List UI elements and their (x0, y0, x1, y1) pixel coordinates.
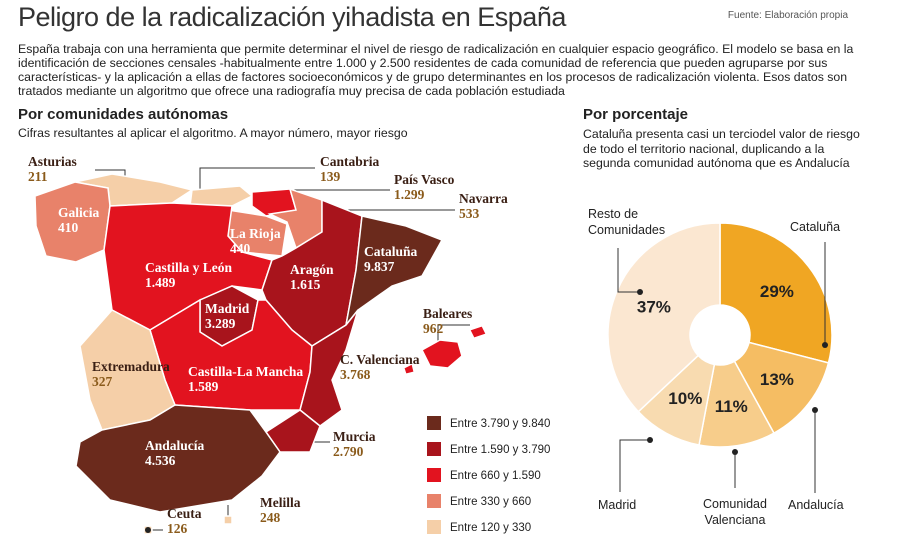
dot (822, 342, 828, 348)
island-shape (403, 363, 415, 375)
map-subtitle: Cifras resultantes al aplicar el algorit… (18, 126, 408, 140)
region-value: 248 (260, 510, 281, 525)
legend-label: Entre 660 y 1.590 (450, 470, 541, 482)
region-name: Extremadura (92, 359, 170, 374)
region-shape (299, 309, 359, 427)
dot (732, 449, 738, 455)
category-label: Andalucía (788, 498, 844, 512)
value-label: 29% (760, 282, 794, 301)
value-label: 37% (637, 297, 671, 316)
legend-label: Entre 3.790 y 9.840 (450, 418, 550, 430)
legend-label: Entre 120 y 330 (450, 522, 531, 534)
legend-swatch (427, 468, 441, 482)
legend-swatch (427, 416, 441, 430)
region-name: Aragón (290, 262, 334, 277)
category-label: Madrid (598, 498, 637, 512)
region-name: Cantabria (320, 154, 380, 169)
region-value: 1.589 (188, 379, 219, 394)
region-value: 211 (28, 169, 48, 184)
region-value: 2.790 (333, 444, 364, 459)
leader (617, 248, 640, 293)
category-label: Comunidad Valenciana (703, 497, 767, 527)
donut-slice (719, 222, 833, 364)
value-label: 10% (668, 389, 702, 408)
region-value: 9.837 (364, 259, 395, 274)
region-value: 440 (230, 241, 251, 256)
region-value: 3.768 (340, 367, 371, 382)
legend-swatch (427, 520, 441, 534)
dot (647, 437, 653, 443)
region-value: 1.299 (394, 187, 425, 202)
legend-label: Entre 330 y 660 (450, 496, 531, 508)
region-value: 962 (423, 321, 444, 336)
source: Fuente: Elaboración propia (727, 10, 848, 21)
region-name: Ceuta (167, 506, 202, 521)
region-value: 1.615 (290, 277, 321, 292)
region-shape (75, 404, 281, 513)
category-label: Cataluña (790, 220, 841, 234)
value-label: 13% (760, 370, 794, 389)
chart-title: Por porcentaje (583, 106, 689, 123)
region-name: Andalucía (145, 438, 205, 453)
legend-label: Entre 1.590 y 3.790 (450, 444, 550, 456)
dot (637, 289, 643, 295)
region-name: La Rioja (230, 226, 281, 241)
region-name: Cataluña (364, 244, 418, 259)
donut-slice (607, 222, 721, 413)
region-value: 3.289 (205, 316, 236, 331)
donut-slice (733, 341, 830, 435)
category-label: Resto de Comunidades (588, 207, 666, 237)
region-name: C. Valenciana (340, 352, 420, 367)
dot (145, 527, 151, 533)
map-title: Por comunidades autónomas (18, 106, 229, 123)
region-name: Castilla-La Mancha (188, 364, 303, 379)
dot (812, 407, 818, 413)
region-value: 139 (320, 169, 341, 184)
region-name: Castilla y León (145, 260, 232, 275)
legend-swatch (427, 442, 441, 456)
region-name: Melilla (260, 495, 301, 510)
region-name: Murcia (333, 429, 376, 444)
region-shape (264, 409, 321, 453)
island-shape (469, 325, 487, 339)
region-value: 4.536 (145, 453, 176, 468)
leader (619, 439, 650, 492)
region-value: 533 (459, 206, 480, 221)
region-shape (345, 215, 444, 326)
region-name: País Vasco (394, 172, 455, 187)
legend-swatch (427, 494, 441, 508)
intro: España trabaja con una herramienta que p… (18, 42, 854, 98)
region-value: 327 (92, 374, 113, 389)
region-shape (421, 339, 463, 369)
title: Peligro de la radicalización yihadista e… (18, 2, 566, 32)
region-shape (223, 515, 233, 525)
region-value: 126 (167, 521, 188, 536)
region-name: Baleares (423, 306, 472, 321)
region-name: Galicia (58, 205, 99, 220)
region-name: Navarra (459, 191, 508, 206)
leader (199, 167, 315, 192)
chart-subtitle: Cataluña presenta casi un terciodel valo… (583, 127, 860, 170)
value-label: 11% (715, 397, 748, 416)
region-value: 1.489 (145, 275, 176, 290)
region-shape (189, 185, 254, 207)
region-name: Madrid (205, 301, 250, 316)
region-value: 410 (58, 220, 79, 235)
region-name: Asturias (28, 154, 77, 169)
